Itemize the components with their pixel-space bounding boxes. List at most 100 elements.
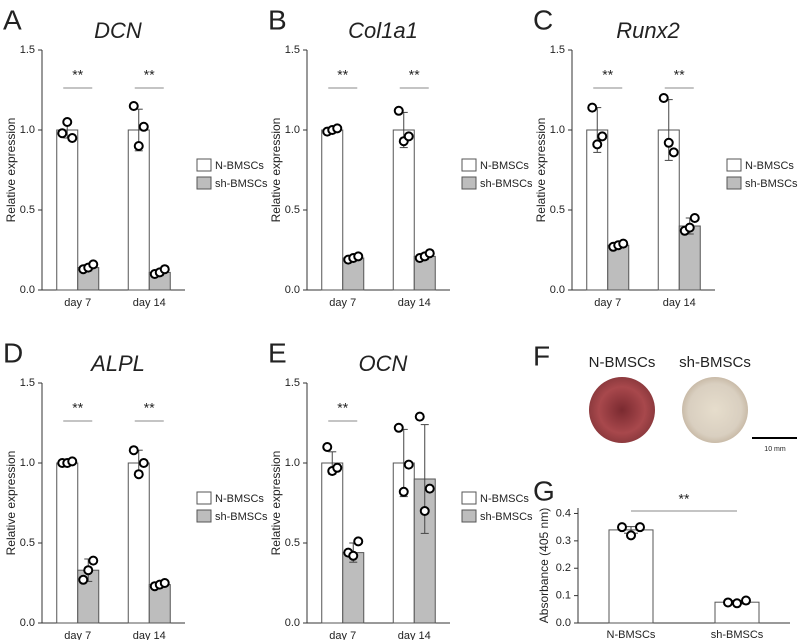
y-axis-label: Relative expression: [4, 451, 18, 556]
chart-title: OCN: [359, 351, 408, 376]
y-axis-label: Relative expression: [4, 118, 18, 223]
image-caption: sh-BMSCs: [679, 354, 751, 371]
significance-label: **: [144, 67, 155, 83]
x-tick-label: day 14: [398, 630, 431, 640]
data-point: [597, 131, 608, 142]
legend-label: sh-BMSCs: [480, 511, 533, 523]
data-point: [684, 222, 695, 233]
y-tick-label: 0.5: [20, 537, 35, 549]
y-tick-label: 0.5: [285, 537, 300, 549]
y-tick-label: 0.4: [556, 507, 571, 519]
data-point: [138, 121, 149, 132]
data-point: [332, 123, 343, 134]
chart-title: Col1a1: [348, 18, 418, 43]
data-point: [419, 506, 430, 516]
data-point: [689, 213, 700, 223]
data-point: [403, 459, 414, 470]
y-tick-label: 0.1: [556, 590, 571, 602]
data-point: [668, 147, 679, 158]
x-tick-label: day 14: [133, 630, 166, 640]
data-point: [723, 597, 733, 608]
y-axis-label: Absorbance (405 nm): [537, 508, 551, 623]
data-point: [663, 137, 674, 148]
data-point: [128, 445, 139, 456]
bar: [127, 462, 150, 624]
chart-title: Runx2: [616, 18, 680, 43]
x-tick-label: N-BMSCs: [607, 629, 656, 640]
y-tick-label: 0.5: [285, 204, 300, 216]
y-tick-label: 1.5: [285, 377, 300, 389]
data-point: [88, 555, 99, 566]
data-point: [88, 259, 99, 270]
legend-label: sh-BMSCs: [215, 511, 268, 523]
data-point: [393, 422, 404, 433]
x-tick-label: day 14: [398, 297, 431, 309]
legend-swatch: [726, 176, 742, 190]
y-tick-label: 0.3: [556, 535, 571, 547]
data-point: [138, 458, 149, 468]
bar: [127, 129, 150, 291]
data-point: [658, 93, 669, 103]
significance-label: **: [72, 400, 83, 416]
legend-swatch: [196, 158, 212, 172]
data-point: [393, 105, 404, 116]
stain-image: [589, 377, 655, 443]
significance-label: **: [337, 67, 348, 83]
bar: [342, 552, 365, 624]
data-point: [322, 442, 333, 452]
data-point: [732, 598, 742, 609]
data-point: [592, 139, 603, 150]
bar: [321, 462, 344, 624]
legend-label: N-BMSCs: [215, 493, 264, 505]
significance-label: **: [679, 491, 690, 507]
y-tick-label: 1.0: [20, 124, 35, 136]
legend-swatch: [196, 176, 212, 190]
panel-letter: D: [3, 337, 23, 368]
data-point: [403, 131, 414, 142]
y-tick-label: 0.2: [556, 562, 571, 574]
stain-image: [682, 377, 748, 443]
significance-label: **: [72, 67, 83, 83]
y-tick-label: 1.0: [285, 124, 300, 136]
legend-label: N-BMSCs: [480, 493, 529, 505]
data-point: [353, 536, 364, 547]
chart-title: DCN: [94, 18, 142, 43]
y-tick-label: 0.5: [20, 204, 35, 216]
panel-letter: C: [533, 4, 553, 35]
data-point: [159, 578, 170, 588]
data-point: [67, 456, 78, 467]
y-axis-label: Relative expression: [534, 118, 548, 223]
x-tick-label: day 7: [594, 297, 621, 309]
x-tick-label: day 7: [329, 630, 356, 640]
significance-label: **: [602, 67, 613, 83]
data-point: [133, 141, 144, 151]
data-point: [57, 128, 68, 139]
y-tick-label: 0.0: [20, 617, 35, 629]
x-tick-label: day 7: [64, 297, 91, 309]
x-tick-label: day 7: [329, 297, 356, 309]
data-point: [83, 565, 94, 576]
legend-label: sh-BMSCs: [745, 178, 798, 190]
data-point: [133, 469, 144, 480]
legend-swatch: [461, 491, 477, 505]
x-tick-label: day 7: [64, 630, 91, 640]
y-tick-label: 0.5: [550, 204, 565, 216]
panel-letter: G: [533, 475, 555, 506]
scale-bar-label: 10 mm: [764, 446, 786, 453]
significance-label: **: [409, 67, 420, 83]
legend-swatch: [461, 176, 477, 190]
legend-swatch: [196, 491, 212, 505]
significance-label: **: [674, 67, 685, 83]
data-point: [348, 550, 359, 561]
data-point: [414, 411, 425, 422]
y-tick-label: 0.0: [285, 617, 300, 629]
bar: [321, 129, 344, 291]
bar: [586, 129, 609, 291]
panel-letter: B: [268, 4, 287, 35]
y-axis-label: Relative expression: [269, 118, 283, 223]
panel-letter: F: [533, 340, 550, 371]
data-point: [62, 117, 73, 127]
y-tick-label: 1.0: [550, 124, 565, 136]
bar: [678, 225, 701, 291]
